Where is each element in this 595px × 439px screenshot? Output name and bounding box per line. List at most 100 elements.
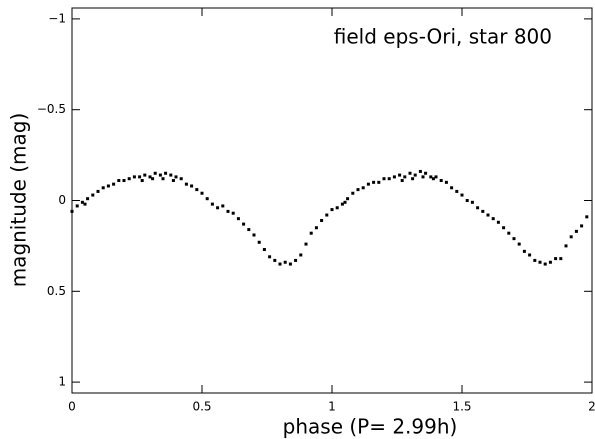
point [387, 177, 391, 181]
point [543, 262, 547, 266]
point [195, 188, 199, 192]
point [351, 191, 355, 195]
point [408, 171, 412, 175]
annotation: field eps-Ori, star 800 [334, 25, 552, 49]
point [257, 240, 261, 244]
point [278, 262, 282, 266]
point [538, 260, 542, 264]
y-tick-label: −0.5 [37, 102, 66, 116]
point [151, 177, 155, 181]
point [392, 175, 396, 179]
point [221, 204, 225, 208]
plot-frame [71, 7, 593, 394]
point [226, 209, 230, 213]
point [413, 173, 417, 177]
point [340, 202, 344, 206]
point [112, 182, 116, 186]
point [299, 253, 303, 257]
point [106, 184, 110, 188]
point [169, 173, 173, 177]
point [496, 220, 500, 224]
point [132, 175, 136, 179]
point [216, 206, 220, 210]
y-tick-label: −1 [48, 11, 66, 25]
point [294, 258, 298, 262]
point [262, 248, 266, 252]
point [377, 180, 381, 184]
x-tick-label: 0 [68, 400, 76, 414]
point [554, 257, 558, 261]
point [431, 177, 435, 181]
point [143, 173, 147, 177]
point [309, 231, 313, 235]
point [70, 209, 74, 213]
point [512, 237, 516, 241]
point [304, 242, 308, 246]
point [86, 197, 90, 201]
point [403, 175, 407, 179]
point [346, 197, 350, 201]
point [153, 171, 157, 175]
point [481, 209, 485, 213]
point [236, 217, 240, 221]
point [148, 175, 152, 179]
point [140, 179, 144, 183]
point [335, 206, 339, 210]
point [268, 255, 272, 259]
point [96, 189, 100, 193]
point [80, 200, 84, 204]
point [465, 199, 469, 202]
point [418, 169, 422, 173]
x-axis-label: phase (P= 2.99h) [283, 415, 458, 439]
point [190, 184, 194, 188]
point [486, 213, 490, 217]
point [283, 260, 287, 264]
point [174, 175, 178, 179]
point [242, 222, 246, 226]
point [83, 202, 87, 206]
point [247, 228, 251, 232]
point [330, 208, 334, 212]
point [231, 211, 235, 215]
point [517, 242, 521, 246]
point [200, 191, 204, 195]
point [117, 179, 121, 183]
point [273, 258, 277, 262]
point [434, 175, 438, 179]
point [580, 224, 584, 228]
point [424, 171, 428, 175]
point [366, 182, 370, 186]
point [439, 179, 443, 183]
point [476, 206, 480, 210]
point [574, 229, 578, 233]
point [325, 213, 329, 217]
point [356, 188, 360, 192]
point [528, 253, 532, 257]
point [205, 197, 209, 201]
point [101, 186, 105, 190]
point [164, 171, 168, 175]
point [320, 218, 324, 222]
y-axis-label: magnitude (mag) [7, 113, 31, 288]
point [252, 233, 256, 237]
x-tick-label: 1 [328, 400, 336, 414]
point [127, 177, 131, 181]
point [372, 180, 376, 184]
point [491, 217, 495, 221]
point [210, 202, 214, 206]
point [122, 179, 126, 183]
point [179, 177, 183, 181]
point [314, 226, 318, 230]
point [564, 244, 568, 248]
point [398, 173, 402, 177]
point [75, 204, 79, 208]
point [361, 186, 365, 190]
x-tick-label: 1.5 [452, 400, 471, 414]
y-tick-label: 1 [58, 375, 66, 389]
y-tick-label: 0.5 [47, 284, 66, 298]
point [429, 175, 433, 179]
point [171, 179, 175, 183]
point [585, 215, 589, 219]
